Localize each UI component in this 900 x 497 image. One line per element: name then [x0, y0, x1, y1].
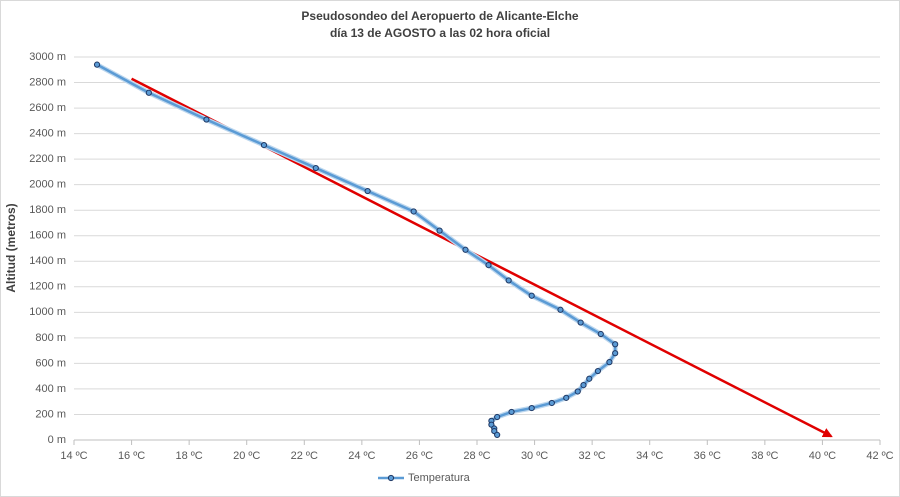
y-axis-label: Altitud (metros) — [4, 203, 18, 292]
data-point — [548, 399, 555, 407]
x-tick-label: 36 ºC — [694, 450, 721, 462]
data-point — [364, 187, 371, 195]
x-tick-label: 32 ºC — [579, 450, 606, 462]
y-tick-label: 800 m — [35, 332, 66, 344]
data-point — [574, 388, 581, 395]
data-point — [203, 116, 210, 123]
data-point — [606, 359, 613, 366]
data-point — [580, 382, 587, 389]
data-point — [494, 413, 501, 421]
y-tick-label: 2400 m — [29, 128, 66, 140]
y-tick-label: 2800 m — [29, 76, 66, 88]
data-point — [462, 246, 469, 253]
x-tick-label: 22 ºC — [291, 450, 318, 462]
data-point — [410, 208, 417, 215]
data-point — [528, 404, 535, 412]
data-point — [485, 261, 492, 269]
x-tick-label: 30 ºC — [521, 450, 548, 462]
y-tick-label: 1600 m — [29, 230, 66, 242]
x-tick-label: 40 ºC — [809, 450, 836, 462]
chart-title: Pseudosondeo del Aeropuerto de Alicante-… — [301, 9, 578, 23]
y-tick-label: 1400 m — [29, 255, 66, 267]
legend-marker — [387, 474, 395, 482]
data-point — [260, 141, 268, 149]
x-tick-label: 34 ºC — [636, 450, 663, 462]
y-tick-label: 2200 m — [29, 153, 66, 165]
x-tick-label: 24 ºC — [348, 450, 375, 462]
data-point — [612, 341, 619, 348]
chart-subtitle: día 13 de AGOSTO a las 02 hora oficial — [330, 26, 550, 40]
x-tick-label: 20 ºC — [233, 450, 260, 462]
legend-label: Temperatura — [408, 472, 471, 484]
data-point — [145, 89, 152, 96]
data-point — [93, 61, 101, 68]
y-tick-label: 1000 m — [29, 306, 66, 318]
data-point — [505, 277, 512, 284]
y-tick-label: 0 m — [48, 434, 66, 446]
y-tick-label: 2000 m — [29, 179, 66, 191]
x-tick-label: 26 ºC — [406, 450, 433, 462]
y-tick-label: 600 m — [35, 357, 66, 369]
x-tick-label: 16 ºC — [118, 450, 145, 462]
data-point — [494, 431, 501, 438]
x-tick-label: 28 ºC — [463, 450, 490, 462]
data-point — [528, 292, 535, 299]
data-point — [557, 306, 564, 313]
data-point — [312, 164, 319, 172]
y-tick-label: 3000 m — [29, 51, 66, 63]
data-point — [508, 408, 515, 416]
data-point — [594, 367, 602, 375]
data-point — [436, 227, 443, 234]
x-tick-label: 14 ºC — [60, 450, 87, 462]
y-tick-label: 1800 m — [29, 204, 66, 216]
y-tick-label: 400 m — [35, 383, 66, 395]
x-tick-label: 38 ºC — [751, 450, 778, 462]
data-point — [612, 350, 619, 357]
data-point — [563, 394, 570, 401]
data-point — [586, 375, 593, 382]
x-tick-label: 42 ºC — [866, 450, 893, 462]
y-tick-label: 200 m — [35, 408, 66, 420]
y-tick-label: 1200 m — [29, 281, 66, 293]
y-tick-label: 2600 m — [29, 102, 66, 114]
x-tick-label: 18 ºC — [176, 450, 203, 462]
data-point — [577, 319, 584, 326]
data-point — [597, 330, 604, 338]
